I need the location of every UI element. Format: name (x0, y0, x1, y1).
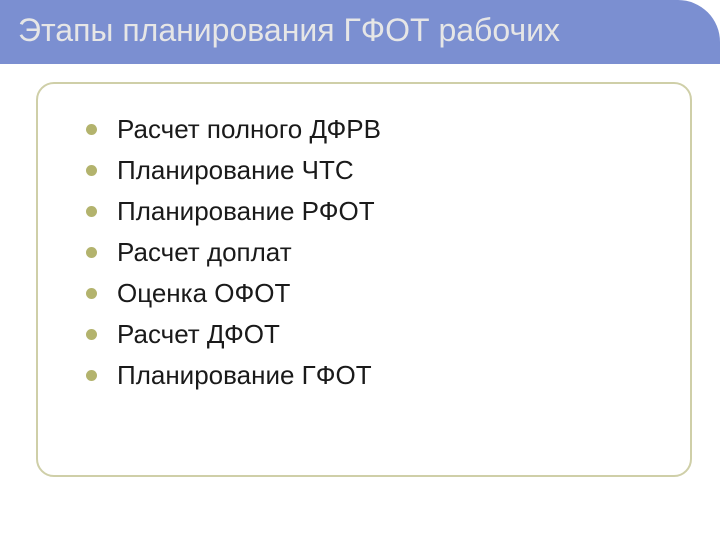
list-item: Планирование РФОТ (86, 196, 656, 227)
list-item: Расчет ДФОТ (86, 319, 656, 350)
bullet-icon (86, 288, 97, 299)
bullet-list: Расчет полного ДФРВ Планирование ЧТС Пла… (86, 114, 656, 391)
bullet-label: Расчет доплат (117, 237, 292, 268)
list-item: Планирование ГФОТ (86, 360, 656, 391)
list-item: Планирование ЧТС (86, 155, 656, 186)
list-item: Оценка ОФОТ (86, 278, 656, 309)
bullet-icon (86, 165, 97, 176)
bullet-icon (86, 329, 97, 340)
bullet-label: Расчет ДФОТ (117, 319, 280, 350)
slide-title: Этапы планирования ГФОТ рабочих (18, 10, 702, 50)
bullet-icon (86, 206, 97, 217)
list-item: Расчет доплат (86, 237, 656, 268)
bullet-label: Расчет полного ДФРВ (117, 114, 381, 145)
title-bar: Этапы планирования ГФОТ рабочих (0, 0, 720, 64)
content-box: Расчет полного ДФРВ Планирование ЧТС Пла… (36, 82, 692, 477)
bullet-icon (86, 370, 97, 381)
list-item: Расчет полного ДФРВ (86, 114, 656, 145)
bullet-label: Планирование ЧТС (117, 155, 354, 186)
bullet-label: Оценка ОФОТ (117, 278, 290, 309)
bullet-label: Планирование РФОТ (117, 196, 375, 227)
bullet-icon (86, 124, 97, 135)
bullet-icon (86, 247, 97, 258)
bullet-label: Планирование ГФОТ (117, 360, 372, 391)
slide: Этапы планирования ГФОТ рабочих Расчет п… (0, 0, 720, 540)
